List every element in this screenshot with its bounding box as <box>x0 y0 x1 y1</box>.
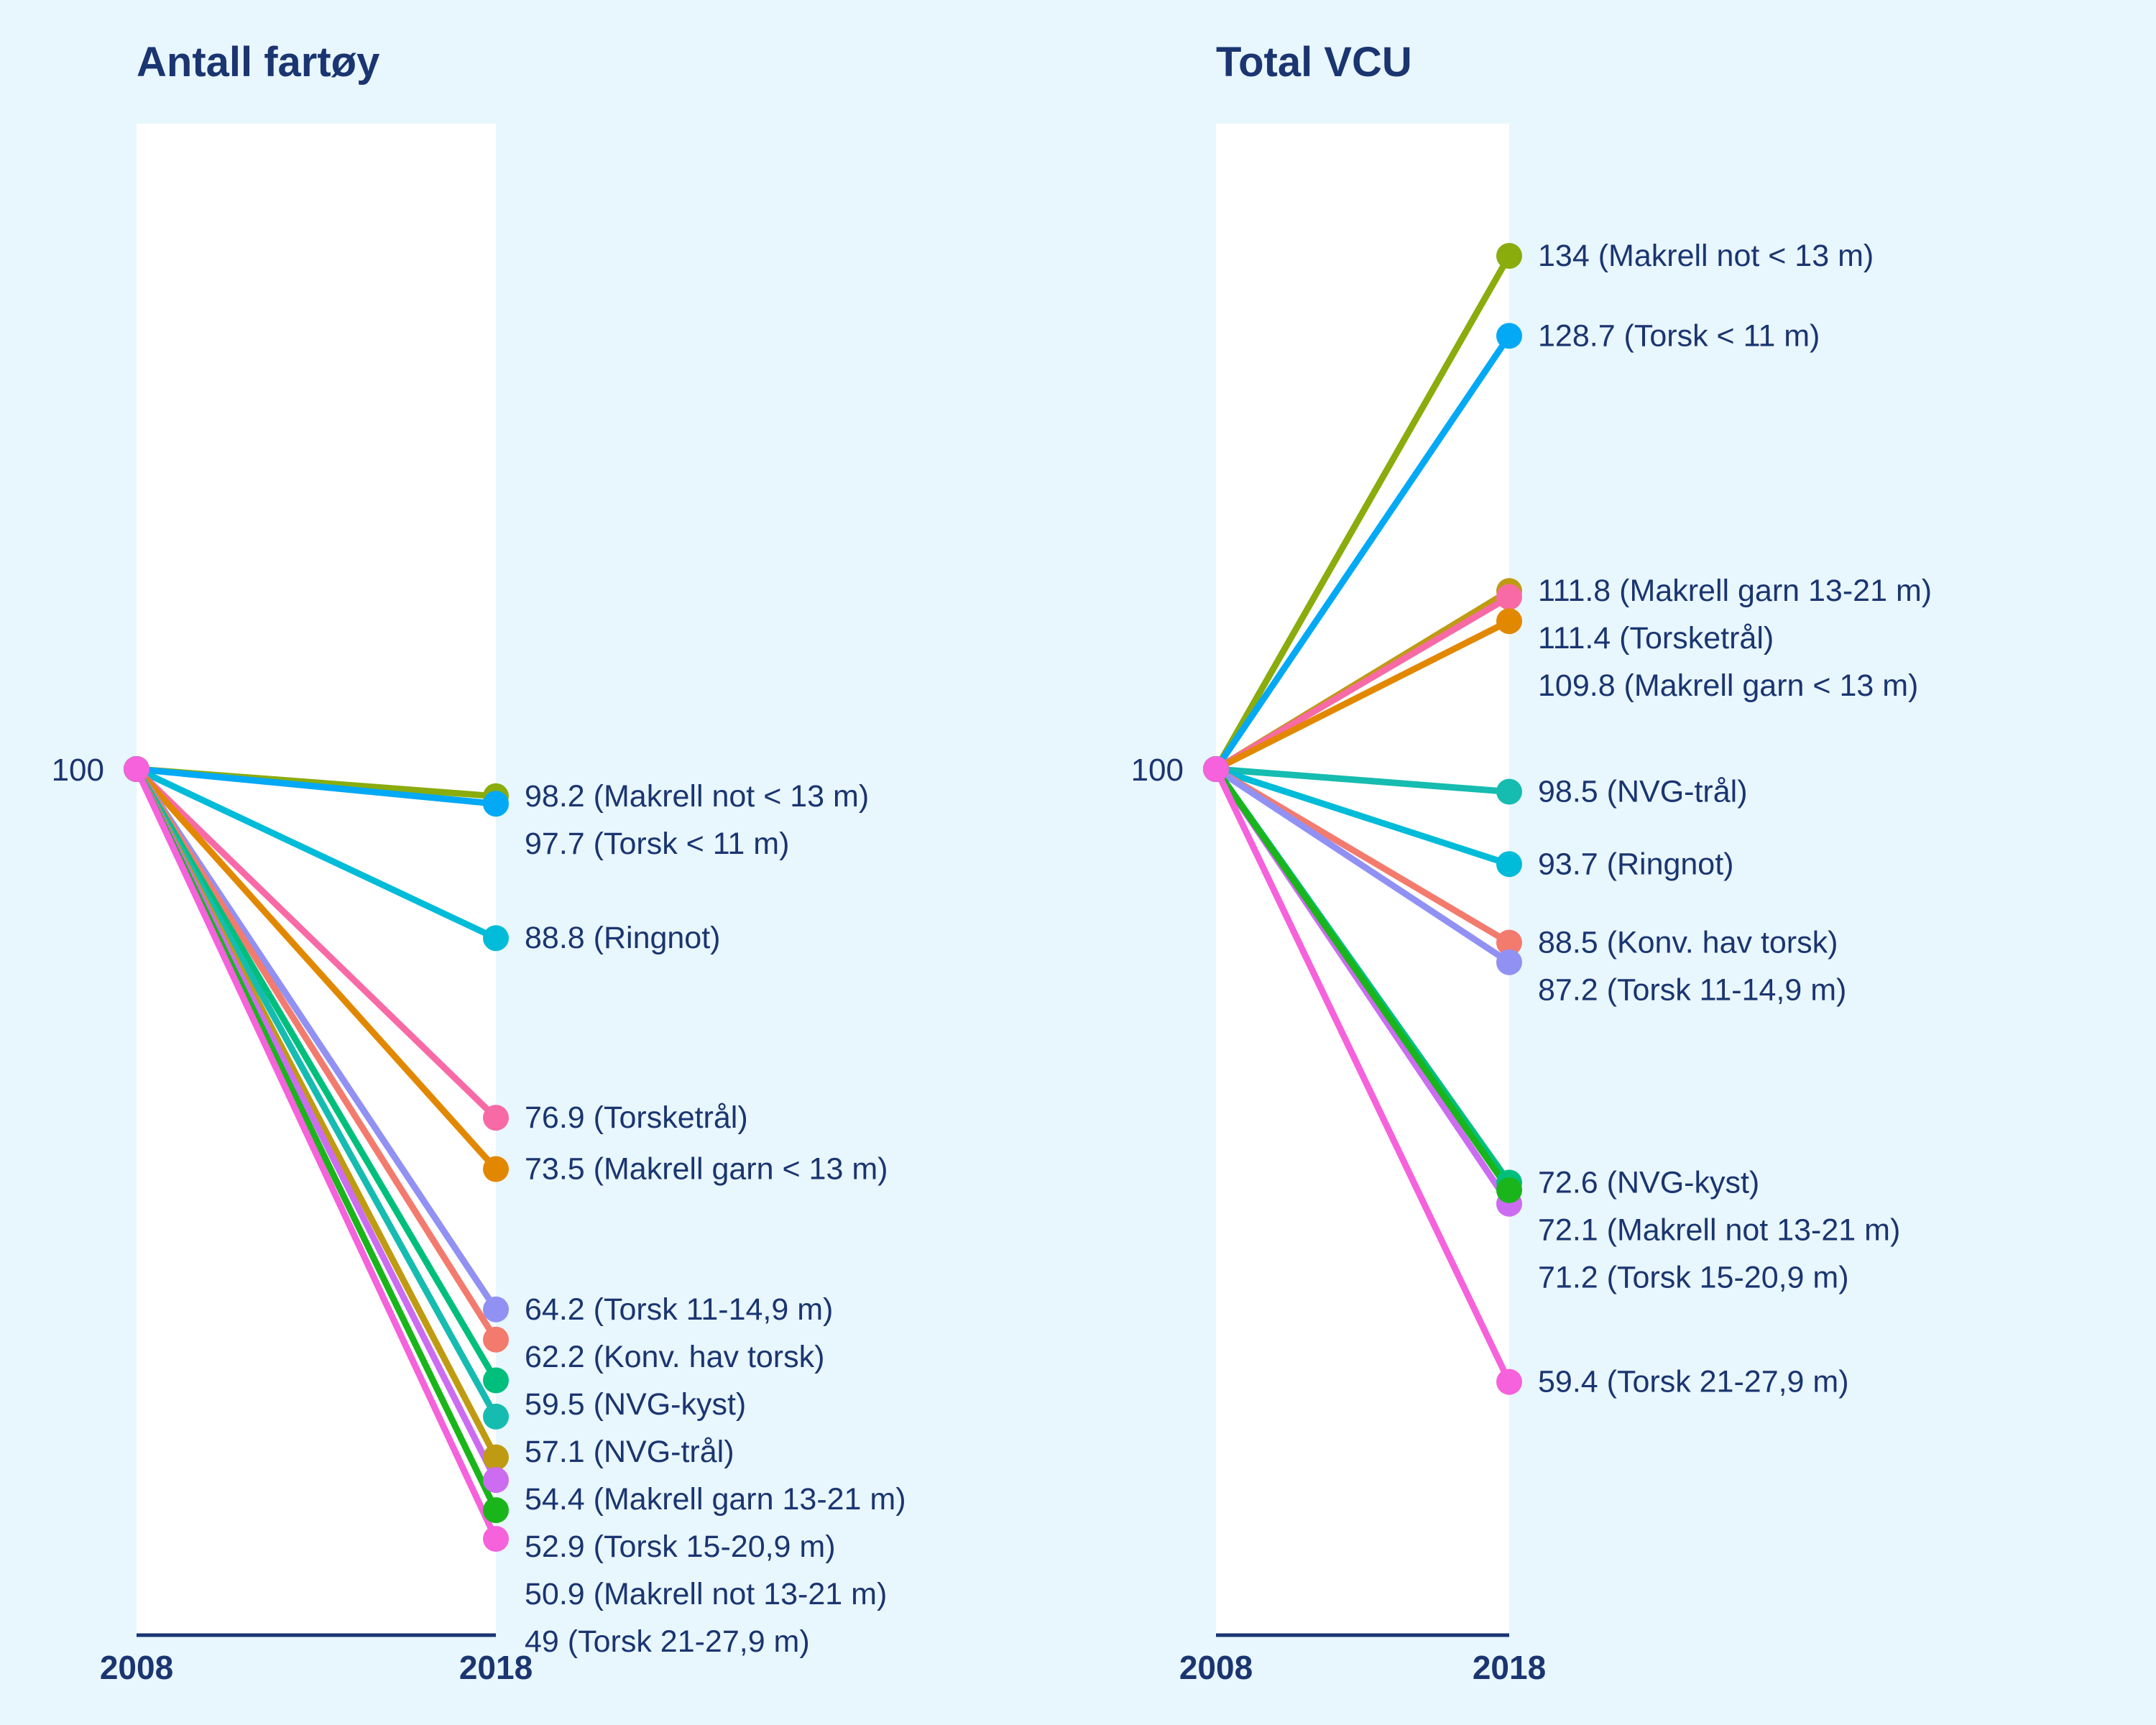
x-tick-label: 2008 <box>1179 1649 1253 1686</box>
series-end-point <box>1496 584 1522 610</box>
series-line <box>1212 332 1513 773</box>
series-end-point <box>483 925 509 952</box>
series-end-point <box>1496 1368 1522 1395</box>
series-end-point <box>483 1444 509 1471</box>
series-end-point <box>1496 608 1522 635</box>
series-start-point <box>1203 756 1229 782</box>
series-end-label: 72.6 (NVG-kyst) <box>1538 1165 1759 1200</box>
series-end-point <box>483 791 509 817</box>
series-end-label: 59.5 (NVG-kyst) <box>525 1387 746 1422</box>
series-end-label: 57.1 (NVG-trål) <box>525 1435 734 1469</box>
series-end-point <box>1496 929 1522 956</box>
series-end-label: 111.8 (Makrell garn 13-21 m) <box>1538 574 1932 608</box>
series-end-label: 109.8 (Makrell garn < 13 m) <box>1538 668 1918 703</box>
series-line <box>133 765 499 1542</box>
plot-background <box>1216 124 1509 1635</box>
series-end-label: 97.7 (Torsk < 11 m) <box>525 827 789 861</box>
base-value-label: 100 <box>52 753 104 788</box>
series-end-label: 49 (Torsk 21-27,9 m) <box>525 1624 810 1659</box>
series-line <box>1212 252 1513 773</box>
series-line <box>1212 765 1513 1386</box>
series-end-point <box>1496 1177 1522 1203</box>
series-line <box>1212 765 1513 795</box>
series-end-point <box>483 1526 509 1552</box>
series-line <box>133 765 499 807</box>
series-line <box>1212 617 1513 773</box>
series-end-label: 87.2 (Torsk 11-14,9 m) <box>1538 973 1846 1008</box>
series-line <box>133 765 499 942</box>
series-end-label: 64.2 (Torsk 11-14,9 m) <box>525 1292 833 1327</box>
series-end-label: 71.2 (Torsk 15-20,9 m) <box>1538 1260 1849 1294</box>
panel-antall-fartoy: Antall fartøy 2008 2018 100 98.2 (Makrell n… <box>52 39 906 1686</box>
panel-title: Antall fartøy <box>137 39 379 86</box>
series-end-label: 128.7 (Torsk < 11 m) <box>1538 318 1820 353</box>
series-end-label: 59.4 (Torsk 21-27,9 m) <box>1538 1365 1849 1399</box>
series-end-label: 76.9 (Torsketrål) <box>525 1100 748 1135</box>
series-end-point <box>1496 851 1522 878</box>
series-end-point <box>1496 323 1522 349</box>
series-line <box>133 765 499 1343</box>
panel-title: Total VCU <box>1216 39 1412 86</box>
series-end-label: 62.2 (Konv. hav torsk) <box>525 1340 824 1374</box>
series-end-point <box>483 1326 509 1353</box>
series-end-point <box>483 1105 509 1131</box>
series-end-point <box>483 1367 509 1394</box>
series-end-label: 88.5 (Konv. hav torsk) <box>1538 926 1838 960</box>
series-end-label: 52.9 (Torsk 15-20,9 m) <box>525 1530 836 1564</box>
series-end-label: 98.5 (NVG-trål) <box>1538 775 1748 809</box>
series-end-point <box>1496 243 1522 269</box>
series-line <box>1212 765 1513 966</box>
series-end-label: 73.5 (Makrell garn < 13 m) <box>525 1152 888 1187</box>
panel-total-vcu: Total VCU 2008 2018 100 134 (Makrell not < … <box>1131 39 1932 1686</box>
series-end-point <box>483 1497 509 1524</box>
series-end-point <box>483 1296 509 1322</box>
series-end-label: 98.2 (Makrell not < 13 m) <box>525 779 869 814</box>
series-line <box>1212 765 1513 868</box>
series-end-label: 54.4 (Makrell garn 13-21 m) <box>525 1482 906 1517</box>
series-line <box>1212 765 1513 1194</box>
series-end-point <box>483 1156 509 1182</box>
series-line <box>133 765 499 1172</box>
x-tick-label: 2018 <box>459 1649 533 1686</box>
series-line <box>133 765 499 1121</box>
x-tick-label: 2008 <box>100 1649 173 1686</box>
series-end-point <box>1496 778 1522 805</box>
base-value-label: 100 <box>1131 753 1184 788</box>
series-end-point <box>483 1403 509 1430</box>
series-end-label: 88.8 (Ringnot) <box>525 921 721 955</box>
series-end-label: 50.9 (Makrell not 13-21 m) <box>525 1577 887 1611</box>
series-line <box>1212 594 1513 773</box>
series-end-point <box>483 1467 509 1494</box>
series-end-label: 111.4 (Torsketrål) <box>1538 621 1774 656</box>
series-start-point <box>124 756 149 782</box>
series-end-label: 93.7 (Ringnot) <box>1538 847 1734 881</box>
series-end-label: 134 (Makrell not < 13 m) <box>1538 239 1874 273</box>
series-end-point <box>1496 949 1522 975</box>
x-tick-label: 2018 <box>1473 1649 1546 1686</box>
series-end-label: 72.1 (Makrell not 13-21 m) <box>1538 1213 1900 1247</box>
